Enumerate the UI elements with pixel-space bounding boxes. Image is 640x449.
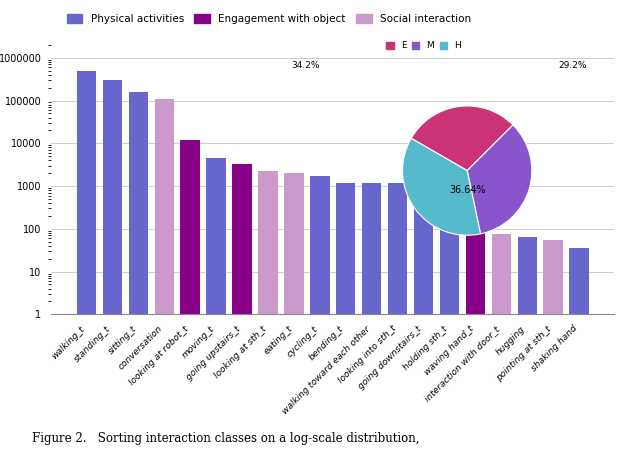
- Bar: [570, 248, 589, 449]
- Wedge shape: [403, 138, 481, 235]
- Bar: [259, 172, 278, 449]
- Bar: [414, 184, 433, 449]
- Wedge shape: [412, 106, 513, 171]
- Bar: [77, 71, 96, 449]
- Text: 34.2%: 34.2%: [291, 61, 320, 70]
- Legend: Physical activities, Engagement with object, Social interaction: Physical activities, Engagement with obj…: [63, 10, 475, 28]
- Bar: [232, 164, 252, 449]
- Bar: [310, 176, 330, 449]
- Bar: [103, 79, 122, 449]
- Bar: [129, 92, 148, 449]
- Bar: [388, 184, 407, 449]
- Bar: [336, 183, 355, 449]
- Bar: [492, 234, 511, 449]
- Bar: [180, 140, 200, 449]
- Bar: [284, 173, 303, 449]
- Text: 36.64%: 36.64%: [449, 185, 486, 195]
- Legend: E, M, H: E, M, H: [383, 38, 465, 54]
- Bar: [207, 158, 226, 449]
- Bar: [440, 185, 459, 449]
- Wedge shape: [467, 125, 532, 234]
- Bar: [362, 183, 381, 449]
- Bar: [155, 99, 174, 449]
- Text: Figure 2.   Sorting interaction classes on a log-scale distribution,: Figure 2. Sorting interaction classes on…: [32, 431, 419, 445]
- Text: 29.2%: 29.2%: [558, 61, 586, 70]
- Bar: [466, 186, 485, 449]
- Bar: [518, 237, 537, 449]
- Bar: [543, 240, 563, 449]
